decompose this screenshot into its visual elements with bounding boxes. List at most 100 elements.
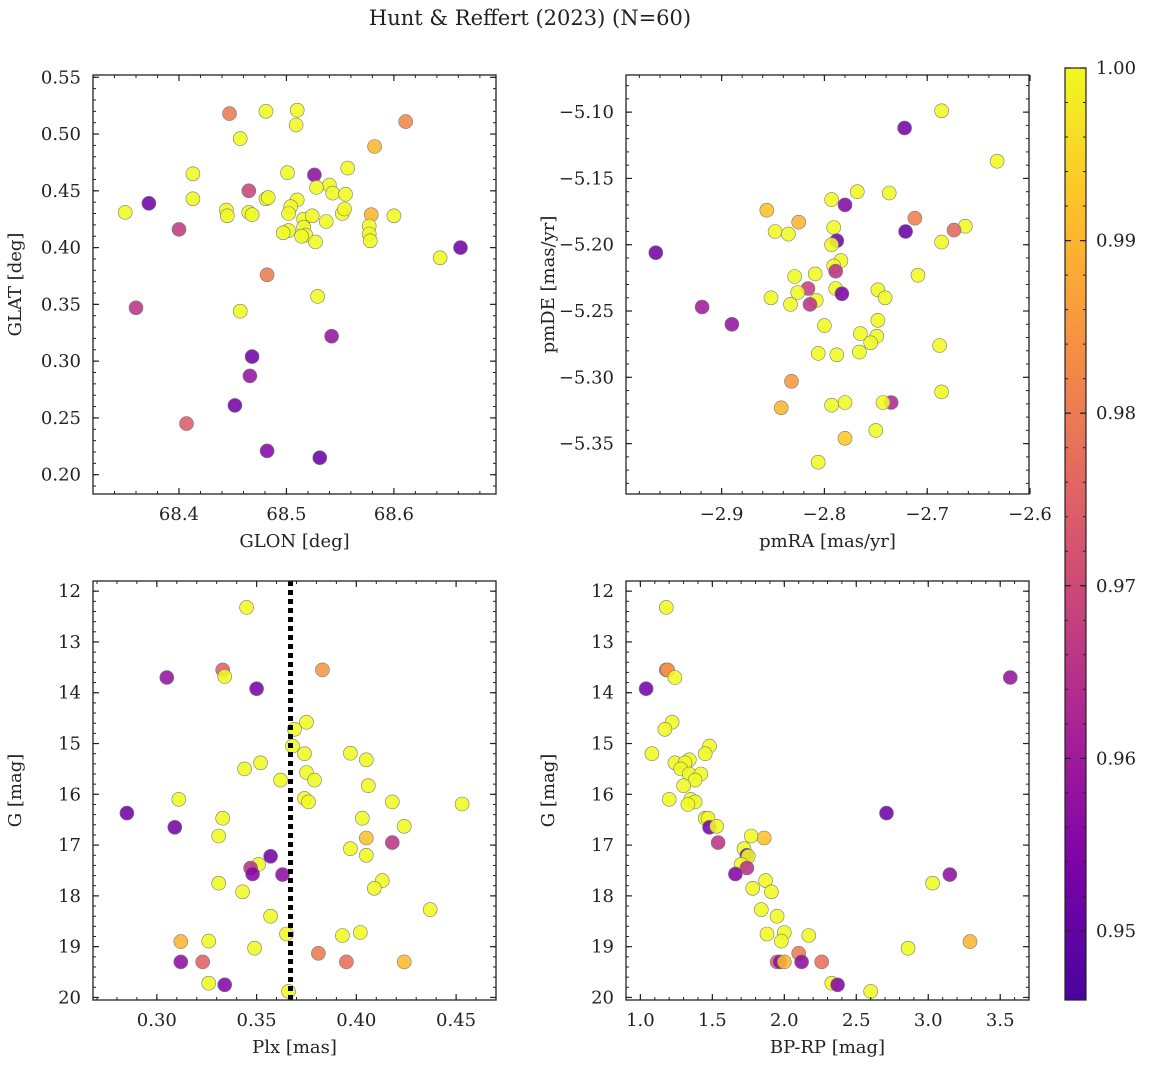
y-tick-label: 12 [58, 581, 81, 602]
data-point [776, 954, 792, 970]
data-point [824, 397, 839, 413]
y-tick-label: −5.35 [559, 434, 614, 455]
data-point [829, 347, 845, 363]
y-tick-label: 0.50 [41, 124, 81, 145]
data-point [781, 226, 796, 242]
data-point [211, 875, 226, 891]
data-point [232, 303, 248, 319]
data-point [802, 297, 818, 312]
y-tick-label: 0.45 [41, 181, 81, 202]
y-tick-label: 0.40 [41, 238, 81, 259]
colorbar-tick-label: 0.99 [1096, 231, 1136, 252]
data-point [358, 752, 374, 768]
data-point [179, 416, 194, 431]
data-point [897, 120, 912, 136]
colorbar-tick-label: 0.95 [1096, 921, 1136, 942]
data-point [759, 926, 775, 942]
data-point [128, 300, 144, 316]
figure-title: Hunt & Reffert (2023) (N=60) [368, 6, 692, 30]
data-point [743, 828, 759, 844]
y-tick-label: 0.30 [41, 351, 81, 372]
y-axis-label: G [mag] [5, 754, 26, 827]
y-tick-label: −5.15 [559, 168, 614, 189]
data-point [658, 600, 674, 615]
data-point [791, 214, 807, 230]
panel-glon-glat: 68.4 68.5 68.6 0.20 0.25 0.30 0.35 0.40 0.45 0.50… [5, 67, 497, 552]
x-tick-label: 1.0 [626, 1010, 655, 1031]
data-point [307, 772, 322, 788]
data-point [310, 289, 325, 304]
panel-pmra-pmde: −2.9 −2.8 −2.7 −2.6 −5.35 −5.30 −5.25 −5.20 −5.1… [538, 74, 1052, 552]
data-point [245, 866, 260, 882]
y-tick-label: 18 [591, 886, 614, 907]
y-tick-label: 19 [591, 937, 614, 958]
y-tick-label: 13 [58, 632, 81, 653]
y-tick-label: −5.25 [559, 301, 614, 322]
x-axis-label: GLON [deg] [239, 531, 349, 552]
data-point [644, 746, 660, 762]
data-point [773, 400, 789, 416]
data-point [680, 797, 696, 812]
data-point [279, 926, 294, 942]
data-point [784, 373, 799, 389]
data-point [759, 202, 775, 218]
data-point [211, 828, 226, 844]
y-tick-label: 0.55 [41, 67, 81, 88]
data-point [826, 220, 842, 235]
data-point [173, 934, 189, 949]
data-point [386, 208, 402, 224]
colorbar: 0.95 0.96 0.97 0.98 0.99 1.00 [1064, 58, 1136, 1001]
data-point [275, 867, 290, 882]
data-point [354, 810, 370, 826]
y-tick-label: 12 [591, 581, 614, 602]
data-point [934, 384, 949, 400]
data-point [259, 443, 275, 459]
data-point [837, 197, 853, 213]
axes-frame [625, 74, 1030, 495]
data-point [724, 316, 740, 332]
axes-frame [92, 580, 497, 1001]
data-point [769, 908, 785, 924]
data-point [828, 263, 844, 279]
data-point [810, 346, 826, 361]
data-point [339, 954, 354, 970]
data-point [315, 662, 330, 678]
data-point [453, 240, 468, 255]
data-point [242, 368, 258, 384]
data-point [288, 117, 304, 133]
data-point [745, 880, 761, 896]
y-tick-label: 17 [58, 835, 81, 856]
axes-frame [92, 74, 497, 495]
data-point [824, 192, 839, 207]
data-point [783, 297, 798, 312]
x-tick-label: 2.0 [770, 1010, 799, 1031]
data-point [304, 208, 320, 224]
y-tick-label: −5.30 [559, 367, 614, 388]
data-point [849, 184, 865, 199]
data-point [185, 191, 201, 207]
data-point [753, 902, 769, 917]
data-point [764, 884, 779, 900]
x-tick-label: 3.0 [914, 1010, 943, 1031]
data-point [422, 902, 438, 917]
data-point [244, 349, 260, 364]
data-point [289, 102, 305, 118]
data-point [709, 818, 725, 834]
data-point [790, 285, 806, 300]
data-point [362, 233, 378, 249]
y-tick-label: 0.35 [41, 294, 81, 315]
data-point [396, 818, 412, 834]
data-point [879, 805, 894, 821]
x-tick-label: 68.4 [159, 504, 199, 525]
colorbar-tick-label: 0.96 [1096, 748, 1136, 769]
data-point [694, 299, 710, 315]
data-point [774, 933, 789, 949]
data-point [794, 954, 809, 970]
data-point [247, 940, 262, 956]
data-point [171, 222, 187, 237]
data-point [384, 835, 400, 850]
data-point [307, 167, 322, 183]
data-point [335, 928, 350, 943]
data-point [710, 835, 726, 850]
